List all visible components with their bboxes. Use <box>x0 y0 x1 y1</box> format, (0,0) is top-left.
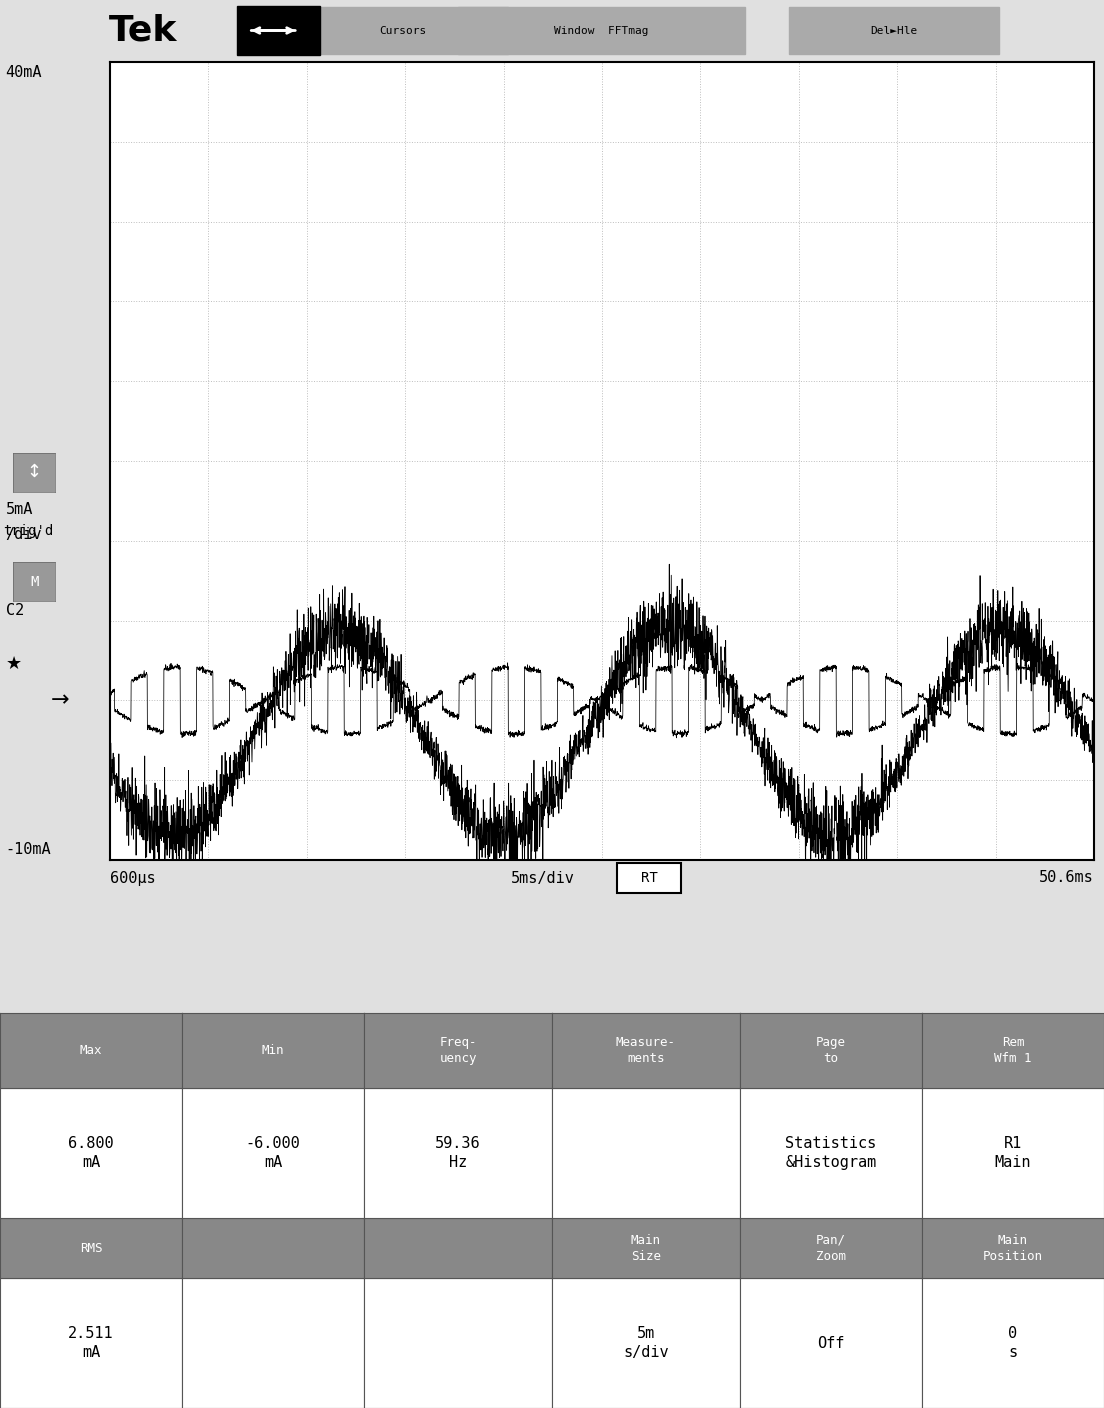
Text: RMS: RMS <box>79 1242 103 1255</box>
Text: 59.36
Hz: 59.36 Hz <box>435 1136 481 1170</box>
Text: -6.000
mA: -6.000 mA <box>246 1136 300 1170</box>
Text: Window  FFTmag: Window FFTmag <box>554 25 649 35</box>
Text: /div: /div <box>6 527 42 542</box>
Text: RT: RT <box>640 872 658 886</box>
Text: 50.6ms: 50.6ms <box>1039 870 1094 886</box>
Bar <box>298 7 508 54</box>
Text: M: M <box>30 574 39 589</box>
Text: Max: Max <box>79 1043 103 1057</box>
Text: trig'd: trig'd <box>3 524 54 538</box>
Text: Main
Size: Main Size <box>630 1233 661 1263</box>
Bar <box>458 7 745 54</box>
Text: Freq-
uency: Freq- uency <box>439 1036 477 1064</box>
Bar <box>617 863 681 893</box>
Text: Rem
Wfm 1: Rem Wfm 1 <box>995 1036 1031 1064</box>
Text: 5m
s/div: 5m s/div <box>623 1326 669 1360</box>
Bar <box>789 7 999 54</box>
Text: 2.511
mA: 2.511 mA <box>68 1326 114 1360</box>
Text: Statistics
&Histogram: Statistics &Histogram <box>785 1136 877 1170</box>
Text: ★: ★ <box>6 655 22 673</box>
Text: Main
Position: Main Position <box>983 1233 1043 1263</box>
Text: Measure-
ments: Measure- ments <box>616 1036 676 1064</box>
Text: Page
to: Page to <box>816 1036 846 1064</box>
Text: 5ms/div: 5ms/div <box>511 870 575 886</box>
Text: →: → <box>51 690 70 711</box>
Text: 600μs: 600μs <box>110 870 156 886</box>
Text: Cursors: Cursors <box>380 25 426 35</box>
Text: 6.800
mA: 6.800 mA <box>68 1136 114 1170</box>
Text: 5mA: 5mA <box>6 501 33 517</box>
Text: C2: C2 <box>6 604 24 618</box>
Text: Off: Off <box>817 1336 845 1350</box>
Bar <box>237 6 320 55</box>
Text: Min: Min <box>262 1043 285 1057</box>
Text: -10mA: -10mA <box>6 842 51 857</box>
Text: R1
Main: R1 Main <box>995 1136 1031 1170</box>
Text: 40mA: 40mA <box>6 65 42 80</box>
Text: Pan/
Zoom: Pan/ Zoom <box>816 1233 846 1263</box>
Text: Del►Hle: Del►Hle <box>871 25 917 35</box>
Text: 0
s: 0 s <box>1008 1326 1018 1360</box>
Text: ↕: ↕ <box>26 463 42 482</box>
Text: Tek: Tek <box>109 14 178 48</box>
